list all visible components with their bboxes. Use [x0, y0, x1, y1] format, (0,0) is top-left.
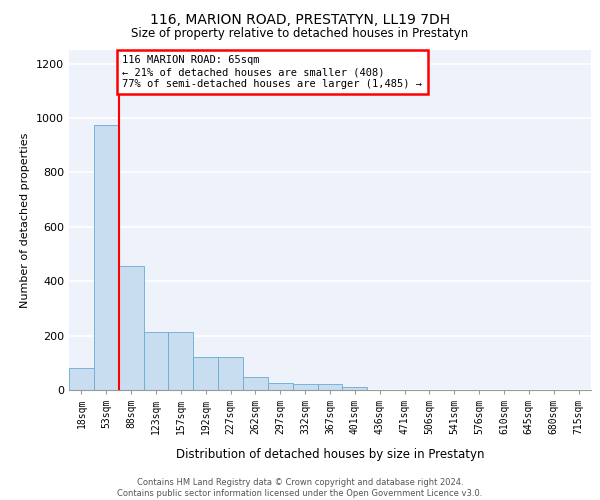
Bar: [218, 358, 243, 390]
Bar: [317, 384, 343, 390]
Text: Size of property relative to detached houses in Prestatyn: Size of property relative to detached ho…: [131, 28, 469, 40]
Text: 116, MARION ROAD, PRESTATYN, LL19 7DH: 116, MARION ROAD, PRESTATYN, LL19 7DH: [150, 12, 450, 26]
Bar: [343, 386, 367, 390]
Bar: [193, 358, 218, 390]
X-axis label: Distribution of detached houses by size in Prestatyn: Distribution of detached houses by size …: [176, 448, 484, 461]
Bar: [119, 266, 143, 390]
Bar: [143, 332, 169, 390]
Bar: [94, 125, 119, 390]
Bar: [169, 332, 193, 390]
Bar: [243, 377, 268, 390]
Text: 116 MARION ROAD: 65sqm
← 21% of detached houses are smaller (408)
77% of semi-de: 116 MARION ROAD: 65sqm ← 21% of detached…: [122, 56, 422, 88]
Bar: [268, 383, 293, 390]
Y-axis label: Number of detached properties: Number of detached properties: [20, 132, 31, 308]
Text: Contains HM Land Registry data © Crown copyright and database right 2024.
Contai: Contains HM Land Registry data © Crown c…: [118, 478, 482, 498]
Bar: [69, 368, 94, 390]
Bar: [293, 384, 317, 390]
